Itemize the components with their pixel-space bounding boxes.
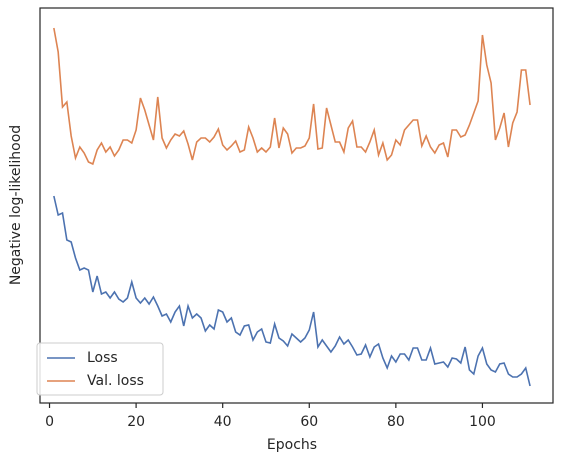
x-tick-label: 60: [300, 414, 318, 430]
legend-frame: [36, 342, 164, 396]
x-tick-label: 80: [387, 414, 405, 430]
legend-label: Val. loss: [87, 373, 144, 389]
x-tick-label: 100: [469, 414, 496, 430]
x-tick-label: 20: [127, 414, 145, 430]
x-tick-label: 40: [214, 414, 232, 430]
x-tick-label: 0: [45, 414, 54, 430]
plot-frame: [39, 7, 554, 404]
x-axis-label: Epochs: [267, 437, 317, 453]
line: [53, 195, 531, 387]
y-axis-label: Negative log-likelihood: [8, 125, 24, 285]
legend-label: Loss: [87, 350, 118, 366]
line: [53, 27, 531, 166]
